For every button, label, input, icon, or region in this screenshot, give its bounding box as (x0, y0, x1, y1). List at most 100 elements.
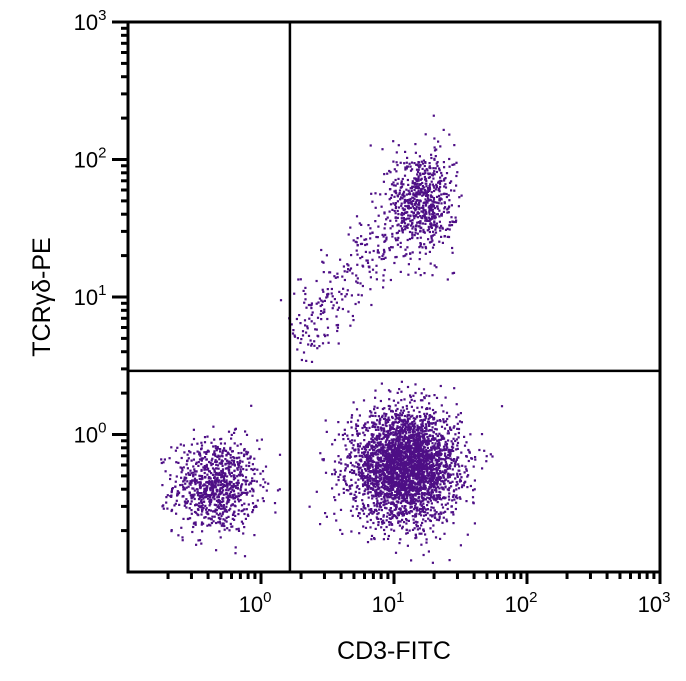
data-point (220, 460, 223, 463)
data-point (411, 431, 415, 434)
data-point (185, 486, 188, 489)
data-point (367, 473, 370, 476)
data-point (412, 394, 415, 397)
data-point (452, 437, 455, 440)
data-point (201, 530, 204, 533)
data-point (409, 220, 412, 223)
data-point (366, 541, 370, 544)
data-point (417, 500, 420, 503)
data-point (178, 491, 181, 494)
data-point (424, 440, 427, 443)
data-point (400, 482, 403, 485)
data-point (401, 219, 404, 222)
data-point (199, 454, 202, 457)
data-point (394, 404, 397, 407)
data-point (352, 401, 355, 404)
data-point (427, 418, 430, 421)
data-point (372, 521, 375, 525)
data-point (237, 466, 240, 469)
data-point (438, 199, 441, 202)
data-point (245, 508, 248, 511)
data-point (422, 209, 425, 212)
data-point (416, 191, 419, 194)
data-point (382, 432, 385, 435)
data-point (171, 487, 174, 490)
data-point (358, 532, 361, 535)
data-point (351, 447, 354, 450)
data-point (198, 502, 201, 505)
data-point (162, 507, 165, 510)
data-point (211, 457, 214, 460)
data-point (422, 450, 425, 453)
data-point (414, 443, 417, 447)
data-point (231, 517, 234, 520)
data-point (447, 206, 451, 209)
data-point (229, 490, 233, 494)
data-point (388, 476, 391, 479)
data-point (244, 480, 247, 483)
data-points (160, 114, 504, 564)
data-point (363, 448, 367, 451)
data-point (402, 208, 405, 211)
data-point (399, 186, 402, 189)
data-point (398, 448, 401, 451)
data-point (438, 432, 441, 435)
data-point (231, 486, 235, 489)
data-point (351, 505, 354, 508)
data-point (379, 506, 383, 509)
data-point (253, 467, 256, 471)
data-point (409, 197, 412, 201)
data-point (213, 438, 216, 441)
data-point (399, 482, 402, 485)
data-point (376, 444, 379, 447)
data-point (391, 455, 394, 458)
data-point (361, 447, 364, 450)
data-point (243, 512, 246, 516)
data-point (418, 183, 421, 186)
data-point (419, 215, 422, 218)
data-point (374, 411, 377, 414)
data-point (468, 451, 471, 454)
data-point (386, 512, 389, 515)
data-point (394, 189, 397, 192)
data-point (396, 456, 399, 459)
data-point (415, 498, 418, 501)
data-point (180, 471, 183, 474)
data-point (439, 483, 442, 486)
data-point (434, 231, 438, 234)
data-point (437, 485, 440, 488)
data-point (262, 500, 265, 503)
data-point (402, 493, 405, 496)
data-point (397, 430, 400, 433)
data-point (234, 546, 237, 549)
data-point (379, 426, 382, 429)
data-point (248, 457, 252, 460)
data-point (412, 225, 415, 228)
data-point (378, 422, 381, 425)
data-point (429, 471, 432, 474)
data-point (438, 197, 441, 200)
data-point (402, 437, 405, 440)
data-point (186, 453, 189, 456)
data-point (375, 488, 378, 491)
data-point (500, 405, 504, 408)
data-point (434, 411, 437, 414)
data-point (424, 459, 427, 462)
data-point (369, 491, 372, 494)
data-point (228, 471, 231, 474)
data-point (362, 465, 365, 468)
data-point (214, 508, 217, 511)
data-point (219, 448, 222, 451)
data-point (238, 495, 241, 498)
data-point (400, 435, 404, 438)
data-point (446, 456, 449, 459)
data-point (459, 479, 462, 483)
data-point (217, 521, 220, 524)
data-point (401, 512, 404, 515)
data-point (224, 463, 227, 466)
data-point (385, 424, 388, 428)
data-point (379, 440, 382, 443)
data-point (421, 210, 424, 213)
data-point (369, 508, 372, 512)
data-point (421, 187, 424, 190)
